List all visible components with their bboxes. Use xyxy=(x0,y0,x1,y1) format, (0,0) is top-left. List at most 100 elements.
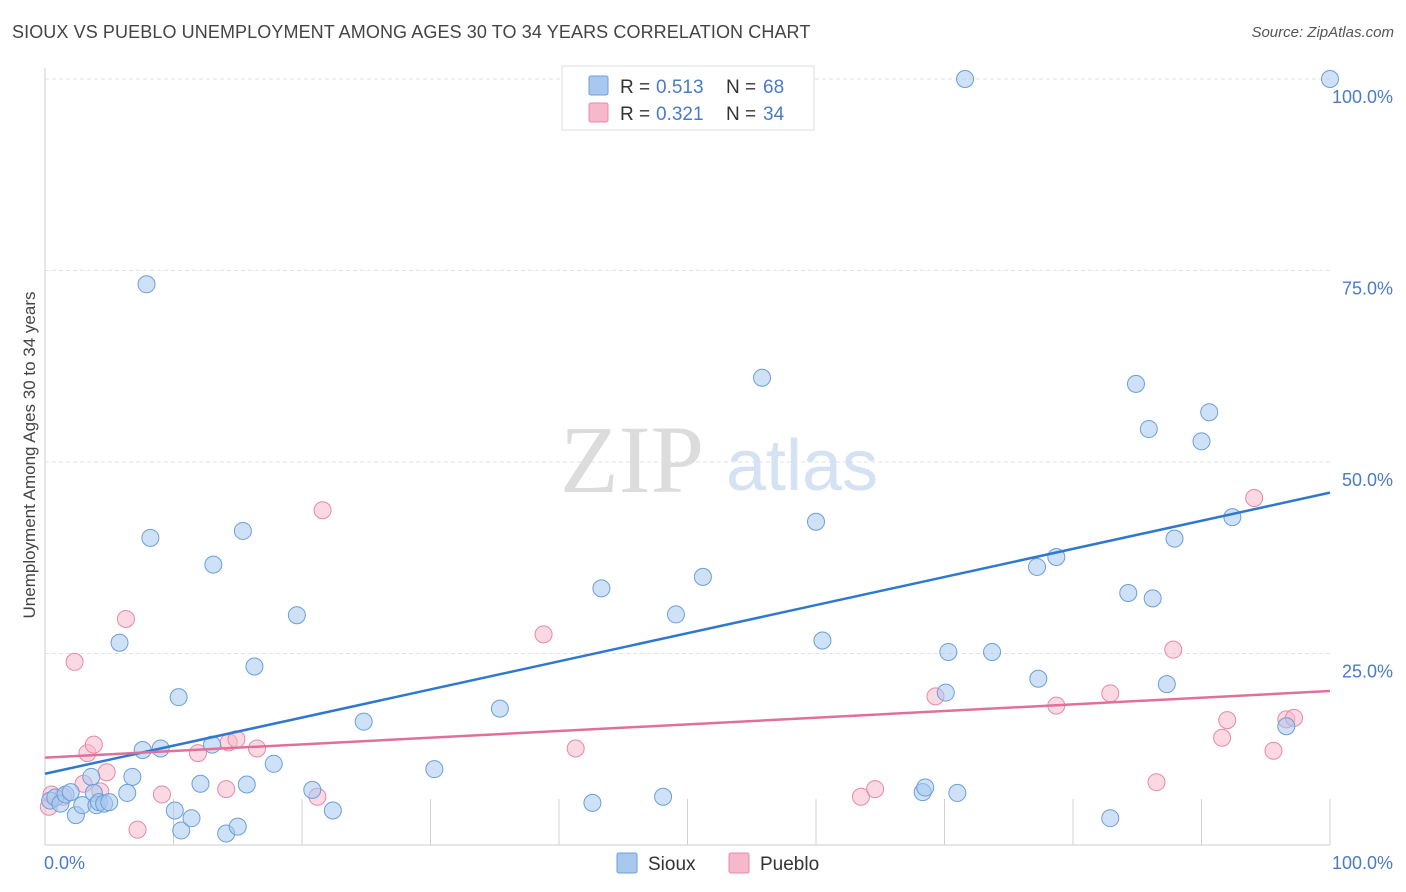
legend-r-label: R = xyxy=(620,104,650,125)
data-points xyxy=(39,70,1339,843)
legend-n-value: 68 xyxy=(763,77,784,98)
sioux-point xyxy=(264,754,283,773)
sioux-point xyxy=(303,780,322,799)
sioux-point xyxy=(61,783,80,802)
sioux-point xyxy=(1101,809,1120,828)
sioux-point xyxy=(204,555,223,574)
sioux-point xyxy=(1028,557,1047,576)
sioux-point xyxy=(287,606,306,625)
pueblo-point xyxy=(851,787,870,806)
sioux-point xyxy=(1165,529,1184,548)
trend-lines xyxy=(44,491,1331,775)
pueblo-point xyxy=(1264,741,1283,760)
sioux-point xyxy=(191,774,210,793)
pueblo-point xyxy=(534,625,553,644)
sioux-point xyxy=(948,783,967,802)
legend-swatch-pueblo xyxy=(728,852,750,874)
sioux-point xyxy=(1200,403,1219,422)
legend-n-value: 34 xyxy=(763,104,785,125)
pueblo-point xyxy=(128,820,147,839)
sioux-point xyxy=(110,633,129,652)
sioux-point xyxy=(490,699,509,718)
sioux-point xyxy=(1192,432,1211,451)
sioux-point xyxy=(323,801,342,820)
sioux-point xyxy=(1126,374,1145,393)
sioux-point xyxy=(1139,420,1158,439)
sioux-point xyxy=(1321,70,1339,88)
pueblo-point xyxy=(116,610,135,629)
pueblo-point xyxy=(84,735,103,754)
sioux-point xyxy=(956,70,975,88)
pueblo-point xyxy=(1164,640,1183,659)
sioux-point xyxy=(1223,508,1242,527)
pueblo-point xyxy=(217,780,236,799)
legend-r-label: R = xyxy=(620,77,650,98)
pueblo-point xyxy=(313,501,332,520)
sioux-point xyxy=(237,775,256,794)
sioux-point xyxy=(813,631,832,650)
sioux-point xyxy=(916,778,935,797)
watermark-atlas: atlas xyxy=(726,426,878,506)
sioux-point xyxy=(939,642,958,661)
pueblo-point xyxy=(1147,773,1166,792)
sioux-point xyxy=(354,712,373,731)
pueblo-trend-line xyxy=(44,689,1331,759)
axis-labels: 25.0% 50.0% 75.0% 100.0% 0.0% 100.0% xyxy=(44,87,1393,873)
sioux-point xyxy=(141,528,160,547)
sioux-point xyxy=(583,793,602,812)
y-tick-label: 75.0% xyxy=(1342,279,1393,299)
sioux-point xyxy=(983,642,1002,661)
legend-swatch-sioux xyxy=(616,852,638,874)
y-tick-label: 100.0% xyxy=(1332,87,1393,107)
legend-stats: R = 0.513 N = 68 R = 0.321 N = 34 xyxy=(561,65,815,131)
pueblo-point xyxy=(248,739,267,758)
sioux-point xyxy=(654,787,673,806)
legend-r-value: 0.321 xyxy=(656,104,704,125)
legend-swatch-pueblo xyxy=(588,102,609,123)
sioux-point xyxy=(936,683,955,702)
legend-label-pueblo: Pueblo xyxy=(760,854,819,875)
chart-title: SIOUX VS PUEBLO UNEMPLOYMENT AMONG AGES … xyxy=(12,22,811,42)
sioux-trend-line xyxy=(44,491,1331,775)
sioux-point xyxy=(666,605,685,624)
pueblo-point xyxy=(1245,489,1264,508)
sioux-point xyxy=(165,801,184,820)
pueblo-point xyxy=(152,785,171,804)
sioux-point xyxy=(233,521,252,540)
sioux-point xyxy=(592,579,611,598)
sioux-point xyxy=(100,793,119,812)
sioux-point xyxy=(82,767,101,786)
grid xyxy=(44,68,1331,846)
sioux-point xyxy=(1157,675,1176,694)
legend-n-label: N = xyxy=(726,77,756,98)
sioux-point xyxy=(118,783,137,802)
sioux-point xyxy=(123,767,142,786)
sioux-point xyxy=(137,275,156,294)
sioux-point xyxy=(807,512,825,531)
pueblo-point xyxy=(97,763,116,782)
sioux-point xyxy=(425,760,444,779)
pueblo-point xyxy=(1218,711,1237,730)
legend-swatch-sioux xyxy=(588,75,609,96)
pueblo-point xyxy=(566,739,585,758)
pueblo-point xyxy=(65,652,84,671)
legend-r-value: 0.513 xyxy=(656,77,704,98)
sioux-point xyxy=(1029,669,1048,688)
sioux-point xyxy=(1277,717,1296,736)
x-tick-label: 100.0% xyxy=(1332,853,1393,873)
y-tick-label: 50.0% xyxy=(1342,470,1393,490)
watermark: ZIP atlas xyxy=(560,406,878,513)
pueblo-point xyxy=(1101,684,1120,703)
legend-label-sioux: Sioux xyxy=(648,854,696,875)
y-tick-label: 25.0% xyxy=(1342,662,1393,682)
source-label: Source: ZipAtlas.com xyxy=(1251,24,1394,41)
pueblo-point xyxy=(866,780,885,799)
sioux-point xyxy=(693,567,712,586)
pueblo-point xyxy=(1213,728,1232,747)
sioux-point xyxy=(228,817,247,836)
legend-series: Sioux Pueblo xyxy=(616,852,819,875)
sioux-point xyxy=(182,809,201,828)
sioux-point xyxy=(1119,583,1138,602)
sioux-point xyxy=(169,688,188,707)
